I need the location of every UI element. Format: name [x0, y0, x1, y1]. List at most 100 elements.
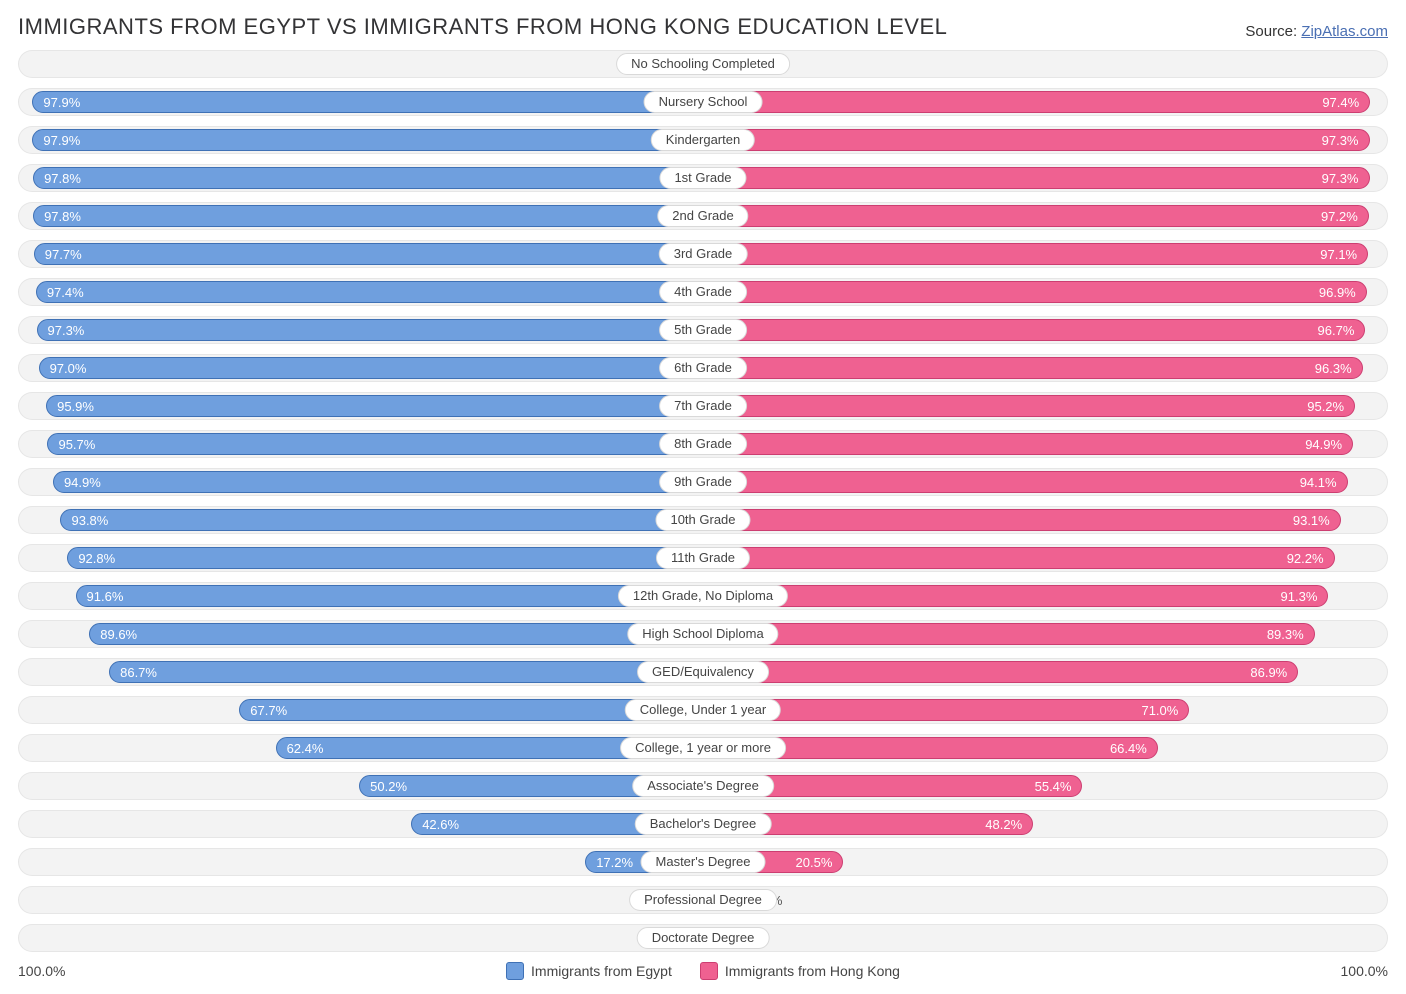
- legend-item-hk: Immigrants from Hong Kong: [700, 962, 900, 980]
- legend-swatch-hk: [700, 962, 718, 980]
- bar-egypt: 97.9%: [32, 129, 703, 151]
- chart-footer: 100.0% Immigrants from Egypt Immigrants …: [18, 962, 1388, 980]
- bar-value-hk: 93.1%: [1293, 513, 1330, 528]
- bar-egypt: 95.9%: [46, 395, 703, 417]
- category-label: High School Diploma: [627, 623, 778, 645]
- chart-row: 67.7%71.0%College, Under 1 year: [18, 696, 1388, 724]
- chart-row: 97.0%96.3%6th Grade: [18, 354, 1388, 382]
- category-label: No Schooling Completed: [616, 53, 790, 75]
- category-label: 3rd Grade: [659, 243, 748, 265]
- bar-hk: 97.1%: [703, 243, 1368, 265]
- chart-row: 97.3%96.7%5th Grade: [18, 316, 1388, 344]
- legend-label-egypt: Immigrants from Egypt: [531, 963, 672, 979]
- chart-row: 89.6% 89.3% High School Diploma: [18, 620, 1388, 648]
- chart-row: 94.9% 94.1% 9th Grade: [18, 468, 1388, 496]
- bar-value-egypt: 17.2%: [596, 855, 633, 870]
- bar-value-egypt: 89.6%: [100, 627, 137, 642]
- bar-value-hk: 97.3%: [1322, 171, 1359, 186]
- bar-value-hk: 97.3%: [1322, 133, 1359, 148]
- category-label: Kindergarten: [651, 129, 755, 151]
- chart-row: 93.8% 93.1% 10th Grade: [18, 506, 1388, 534]
- bar-value-egypt: 92.8%: [78, 551, 115, 566]
- axis-left-max: 100.0%: [18, 963, 65, 979]
- bar-value-hk: 92.2%: [1287, 551, 1324, 566]
- chart-row: 97.8%97.2%2nd Grade: [18, 202, 1388, 230]
- bar-value-hk: 97.2%: [1321, 209, 1358, 224]
- bar-hk: 91.3%: [703, 585, 1328, 607]
- category-label: 8th Grade: [659, 433, 747, 455]
- bar-value-egypt: 42.6%: [422, 817, 459, 832]
- bar-egypt: 97.9%: [32, 91, 703, 113]
- chart-row: 50.2%55.4%Associate's Degree: [18, 772, 1388, 800]
- chart-row: 42.6%48.2%Bachelor's Degree: [18, 810, 1388, 838]
- category-label: Professional Degree: [629, 889, 777, 911]
- bar-hk: 96.9%: [703, 281, 1367, 303]
- bar-value-hk: 91.3%: [1281, 589, 1318, 604]
- bar-egypt: 97.4%: [36, 281, 703, 303]
- legend-item-egypt: Immigrants from Egypt: [506, 962, 672, 980]
- bar-value-hk: 97.4%: [1322, 95, 1359, 110]
- category-label: Nursery School: [644, 91, 763, 113]
- bar-value-hk: 96.3%: [1315, 361, 1352, 376]
- bar-value-hk: 89.3%: [1267, 627, 1304, 642]
- bar-egypt: 92.8%: [67, 547, 703, 569]
- bar-value-egypt: 50.2%: [370, 779, 407, 794]
- education-diverging-bar-chart: 2.1%2.7%No Schooling Completed97.9%97.4%…: [18, 50, 1388, 952]
- chart-row: 97.9% 97.3% Kindergarten: [18, 126, 1388, 154]
- category-label: Doctorate Degree: [637, 927, 770, 949]
- legend-swatch-egypt: [506, 962, 524, 980]
- chart-row: 91.6% 91.3% 12th Grade, No Diploma: [18, 582, 1388, 610]
- source: Source: ZipAtlas.com: [1245, 23, 1388, 40]
- source-link[interactable]: ZipAtlas.com: [1301, 23, 1388, 40]
- chart-row: 97.4%96.9%4th Grade: [18, 278, 1388, 306]
- bar-hk: 92.2%: [703, 547, 1335, 569]
- bar-value-egypt: 97.9%: [43, 95, 80, 110]
- page-title: IMMIGRANTS FROM EGYPT VS IMMIGRANTS FROM…: [18, 14, 947, 40]
- bar-hk: 97.3%: [703, 167, 1370, 189]
- category-label: 10th Grade: [655, 509, 750, 531]
- bar-egypt: 97.3%: [37, 319, 704, 341]
- bar-egypt: 97.8%: [33, 205, 703, 227]
- chart-row: 62.4%66.4%College, 1 year or more: [18, 734, 1388, 762]
- category-label: Associate's Degree: [632, 775, 774, 797]
- chart-row: 97.8%97.3%1st Grade: [18, 164, 1388, 192]
- bar-value-hk: 66.4%: [1110, 741, 1147, 756]
- bar-hk: 86.9%: [703, 661, 1298, 683]
- axis-right-max: 100.0%: [1341, 963, 1388, 979]
- legend-label-hk: Immigrants from Hong Kong: [725, 963, 900, 979]
- chart-row: 86.7%86.9%GED/Equivalency: [18, 658, 1388, 686]
- chart-row: 97.9% 97.4% Nursery School: [18, 88, 1388, 116]
- bar-value-egypt: 97.8%: [44, 171, 81, 186]
- bar-value-hk: 95.2%: [1307, 399, 1344, 414]
- chart-row: 2.1%2.8%Doctorate Degree: [18, 924, 1388, 952]
- bar-value-hk: 20.5%: [796, 855, 833, 870]
- bar-egypt: 91.6%: [76, 585, 703, 607]
- chart-row: 95.9%95.2%7th Grade: [18, 392, 1388, 420]
- chart-row: 95.7%94.9%8th Grade: [18, 430, 1388, 458]
- bar-value-egypt: 97.3%: [48, 323, 85, 338]
- header: IMMIGRANTS FROM EGYPT VS IMMIGRANTS FROM…: [18, 14, 1388, 40]
- bar-value-egypt: 67.7%: [250, 703, 287, 718]
- bar-hk: 97.2%: [703, 205, 1369, 227]
- category-label: 9th Grade: [659, 471, 747, 493]
- legend: Immigrants from Egypt Immigrants from Ho…: [506, 962, 900, 980]
- category-label: Bachelor's Degree: [635, 813, 772, 835]
- bar-egypt: 97.8%: [33, 167, 703, 189]
- chart-row: 92.8%92.2%11th Grade: [18, 544, 1388, 572]
- bar-value-egypt: 95.9%: [57, 399, 94, 414]
- category-label: Master's Degree: [641, 851, 766, 873]
- bar-egypt: 93.8%: [60, 509, 703, 531]
- bar-value-egypt: 97.4%: [47, 285, 84, 300]
- bar-egypt: 94.9%: [53, 471, 703, 493]
- bar-value-hk: 94.1%: [1300, 475, 1337, 490]
- bar-value-egypt: 97.8%: [44, 209, 81, 224]
- category-label: 12th Grade, No Diploma: [618, 585, 788, 607]
- bar-value-hk: 96.7%: [1318, 323, 1355, 338]
- bar-value-hk: 86.9%: [1250, 665, 1287, 680]
- bar-value-hk: 94.9%: [1305, 437, 1342, 452]
- category-label: 6th Grade: [659, 357, 747, 379]
- bar-value-hk: 71.0%: [1141, 703, 1178, 718]
- chart-row: 97.7%97.1%3rd Grade: [18, 240, 1388, 268]
- category-label: GED/Equivalency: [637, 661, 769, 683]
- bar-hk: 94.1%: [703, 471, 1348, 493]
